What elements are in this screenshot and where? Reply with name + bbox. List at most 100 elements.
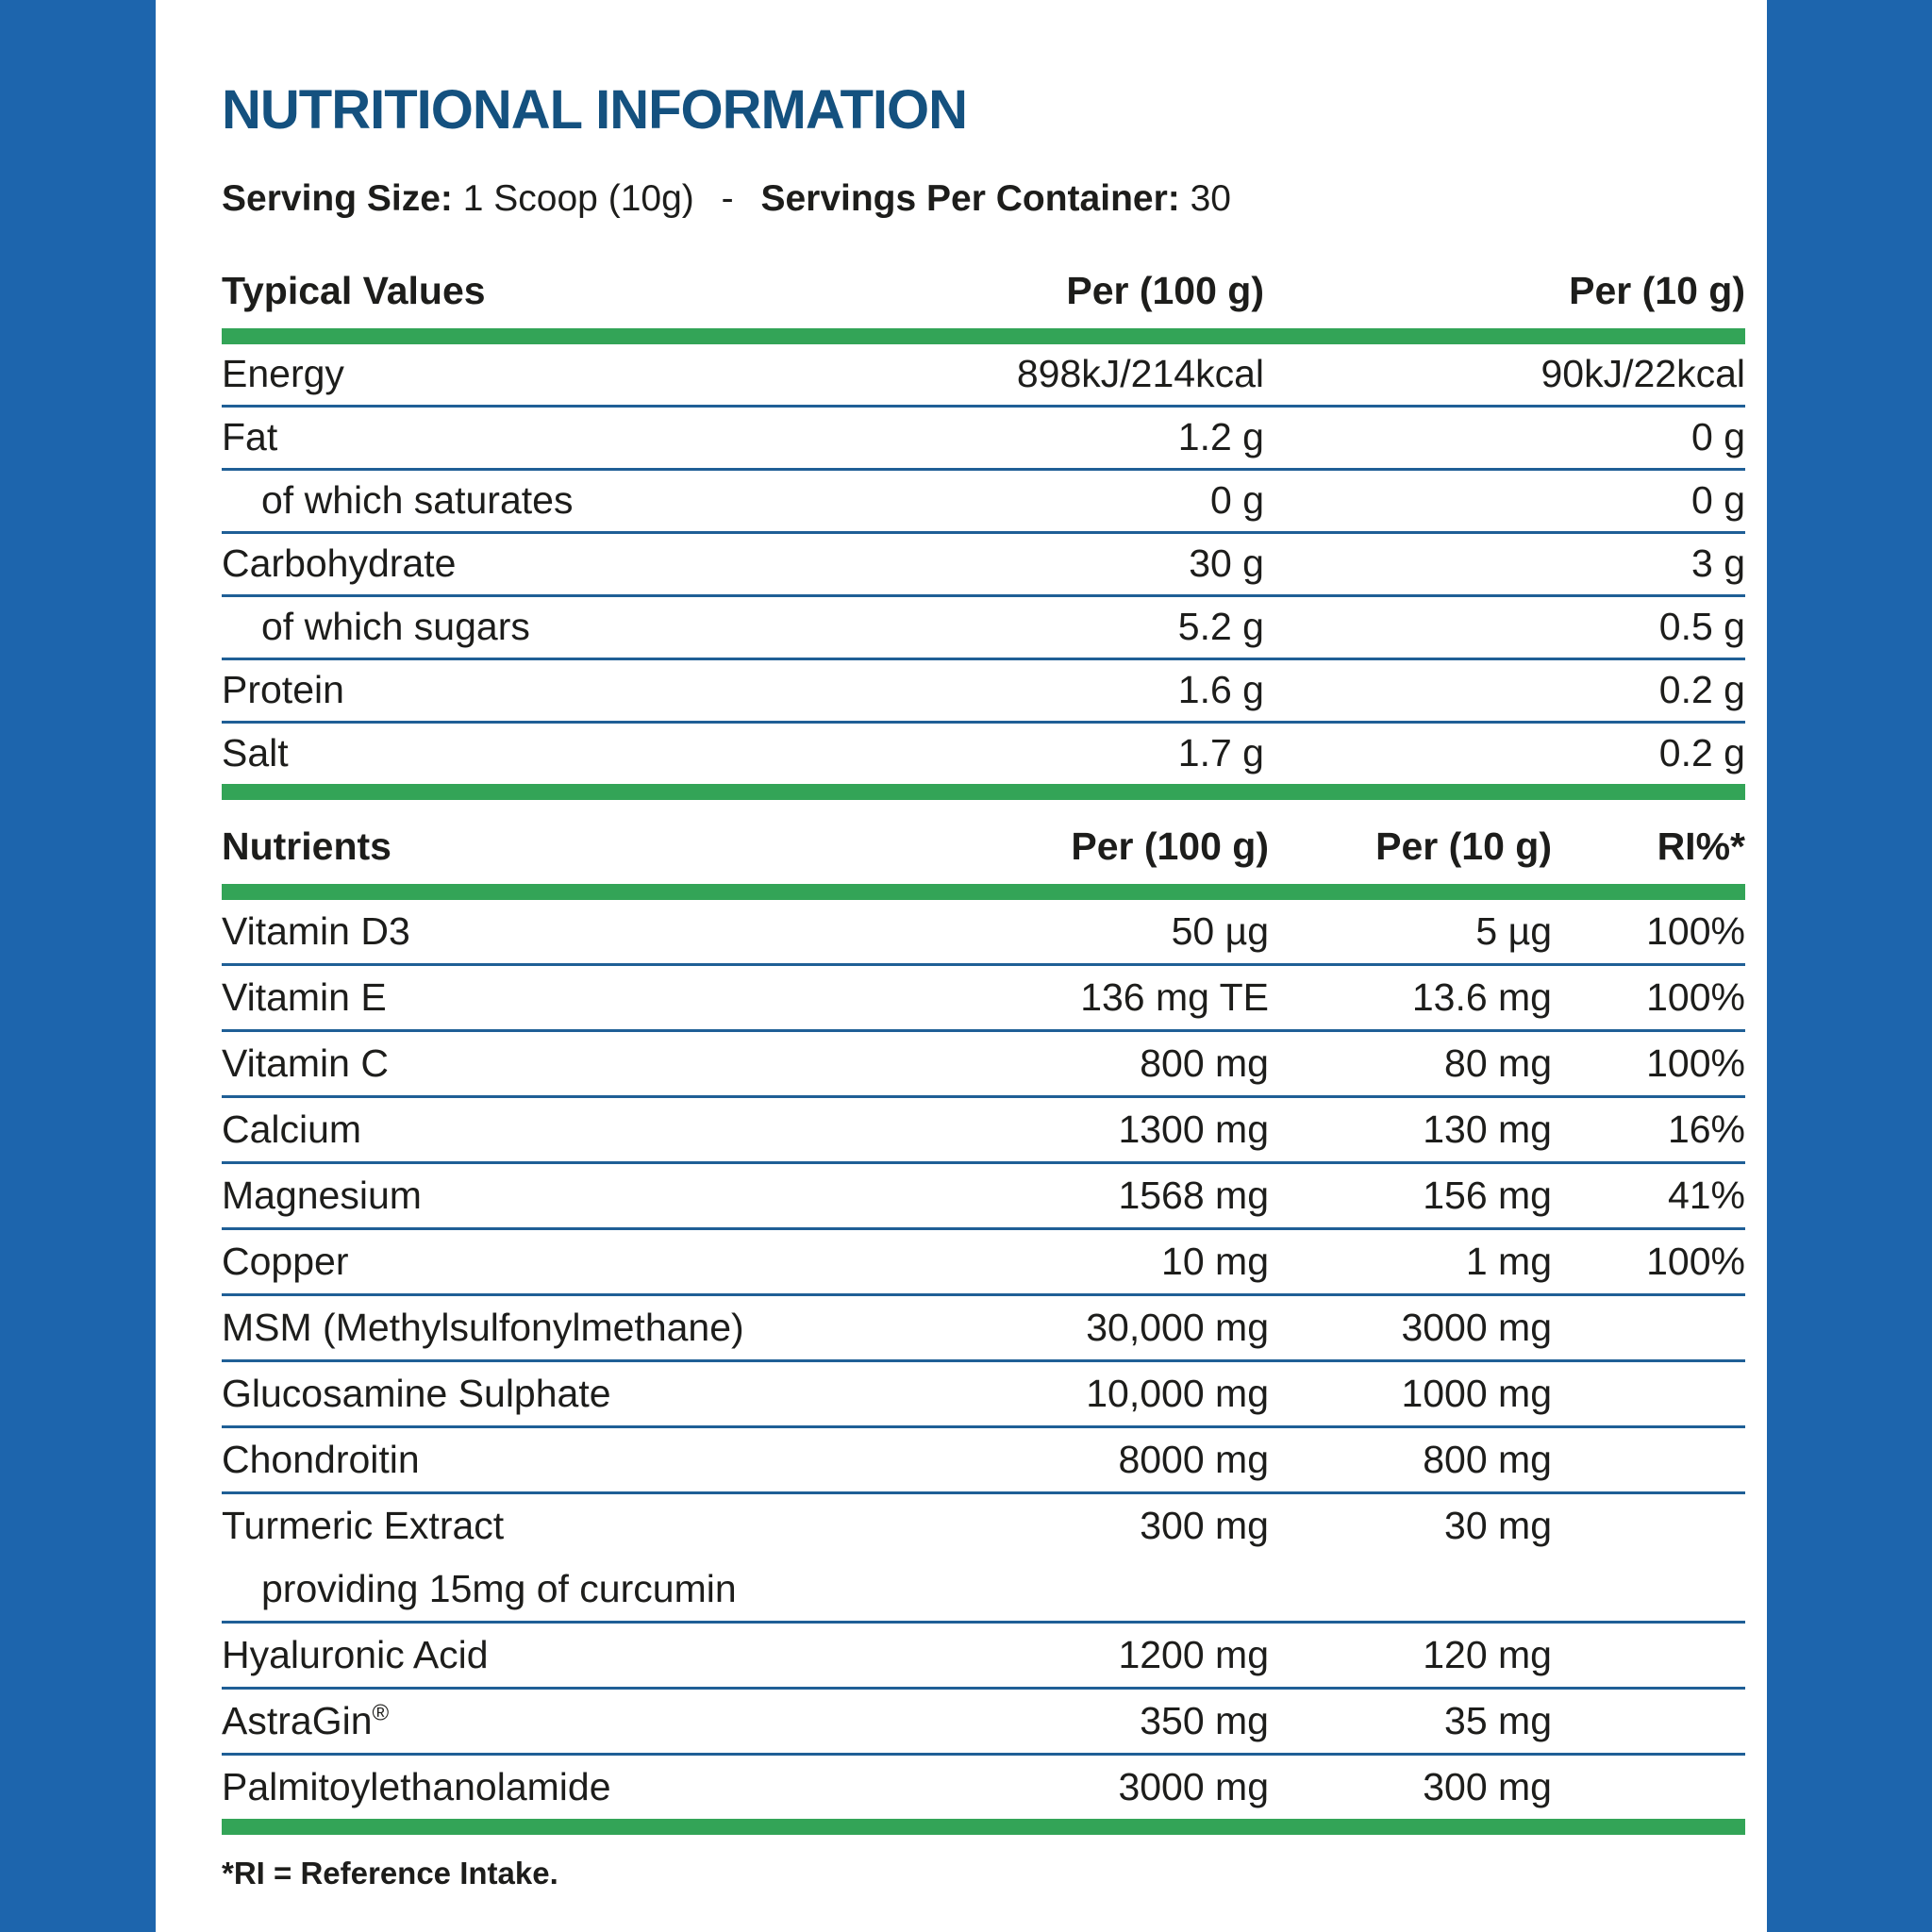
per-100g-value: 8000 mg bbox=[1118, 1437, 1269, 1481]
per-10g-value: 0.2 g bbox=[1658, 731, 1745, 775]
table-row-main: Palmitoylethanolamide 3000 mg 300 mg bbox=[222, 1756, 1745, 1819]
table-row: Turmeric Extract 300 mg 30 mg providing 15m… bbox=[222, 1494, 1745, 1624]
per-10g-value: 800 mg bbox=[1423, 1437, 1552, 1481]
table-row-main: Magnesium 1568 mg 156 mg 41% bbox=[222, 1164, 1745, 1227]
left-frame-bar bbox=[0, 0, 156, 1932]
ri-percent-value: 100% bbox=[1646, 1239, 1745, 1283]
per-10g-value: 3000 mg bbox=[1401, 1305, 1552, 1349]
per-10g-header: Per (10 g) bbox=[1375, 824, 1552, 868]
typical-values-header-row: Typical Values Per (100 g) Per (10 g) bbox=[222, 269, 1745, 328]
row-label: Fat bbox=[222, 415, 278, 459]
table-row-main: Vitamin C 800 mg 80 mg 100% bbox=[222, 1032, 1745, 1095]
table-row: Palmitoylethanolamide 3000 mg 300 mg bbox=[222, 1756, 1745, 1819]
nutrients-table: Vitamin D3 50 µg 5 µg 100% Vitamin E 136 mg T… bbox=[222, 900, 1745, 1819]
nutrients-header-row: Nutrients Per (100 g) Per (10 g) RI%* bbox=[222, 800, 1745, 884]
table-row-main: Vitamin D3 50 µg 5 µg 100% bbox=[222, 900, 1745, 963]
per-10g-value: 3 g bbox=[1691, 541, 1745, 586]
typical-values-table: Energy 898kJ/214kcal 90kJ/22kcal Fat 1.2 g 0 … bbox=[222, 344, 1745, 784]
per-100g-value: 1300 mg bbox=[1118, 1107, 1269, 1151]
right-frame-bar bbox=[1767, 0, 1932, 1932]
per-10g-value: 0.2 g bbox=[1658, 668, 1745, 712]
row-label: Carbohydrate bbox=[222, 541, 457, 586]
per-100g-value: 10 mg bbox=[1161, 1239, 1269, 1283]
table-row-main: Chondroitin 8000 mg 800 mg bbox=[222, 1428, 1745, 1491]
per-10g-value: 0.5 g bbox=[1658, 605, 1745, 649]
row-label: Protein bbox=[222, 668, 344, 712]
ri-percent-value: 41% bbox=[1667, 1173, 1745, 1217]
table-row-main: MSM (Methylsulfonylmethane) 30,000 mg 3000… bbox=[222, 1296, 1745, 1359]
row-label: MSM (Methylsulfonylmethane) bbox=[222, 1305, 744, 1349]
table-row: MSM (Methylsulfonylmethane) 30,000 mg 3000… bbox=[222, 1296, 1745, 1362]
per-100g-value: 300 mg bbox=[1140, 1503, 1269, 1547]
green-divider-bar bbox=[222, 883, 1745, 900]
per-10g-value: 1000 mg bbox=[1401, 1371, 1552, 1415]
table-row-main: Copper 10 mg 1 mg 100% bbox=[222, 1230, 1745, 1293]
ri-percent-value: 100% bbox=[1646, 974, 1745, 1019]
table-row-main: Vitamin E 136 mg TE 13.6 mg 100% bbox=[222, 966, 1745, 1029]
row-label: Salt bbox=[222, 731, 289, 775]
per-100g-value: 1.7 g bbox=[1177, 731, 1264, 775]
green-divider-bar bbox=[222, 783, 1745, 800]
row-label: Chondroitin bbox=[222, 1437, 420, 1481]
table-row: Energy 898kJ/214kcal 90kJ/22kcal bbox=[222, 344, 1745, 408]
table-row: Copper 10 mg 1 mg 100% bbox=[222, 1230, 1745, 1296]
row-subline: providing 15mg of curcumin bbox=[222, 1557, 1745, 1621]
ri-percent-header: RI%* bbox=[1657, 824, 1745, 868]
row-label: Vitamin D3 bbox=[222, 908, 410, 953]
per-100g-value: 1.6 g bbox=[1177, 668, 1264, 712]
registered-trademark-symbol: ® bbox=[372, 1700, 390, 1726]
per-10g-value: 156 mg bbox=[1423, 1173, 1552, 1217]
row-label: Vitamin C bbox=[222, 1041, 389, 1085]
row-label: Glucosamine Sulphate bbox=[222, 1371, 611, 1415]
table-row: Glucosamine Sulphate 10,000 mg 1000 mg bbox=[222, 1362, 1745, 1428]
table-row: Calcium 1300 mg 130 mg 16% bbox=[222, 1098, 1745, 1164]
page-title: NUTRITIONAL INFORMATION bbox=[222, 79, 968, 141]
table-row: Protein 1.6 g 0.2 g bbox=[222, 660, 1745, 724]
row-sub-label: providing 15mg of curcumin bbox=[261, 1566, 737, 1610]
per-10g-value: 0 g bbox=[1691, 415, 1745, 459]
serving-info: Serving Size: 1 Scoop (10g) - Servings P… bbox=[222, 178, 1745, 220]
row-label: of which sugars bbox=[261, 605, 530, 649]
reference-intake-footnote: *RI = Reference Intake. bbox=[222, 1855, 558, 1890]
per-10g-value: 130 mg bbox=[1423, 1107, 1552, 1151]
per-10g-value: 300 mg bbox=[1423, 1764, 1552, 1808]
per-100g-value: 3000 mg bbox=[1118, 1764, 1269, 1808]
per-100g-header: Per (100 g) bbox=[1066, 268, 1264, 312]
per-10g-value: 90kJ/22kcal bbox=[1541, 352, 1745, 396]
table-row: AstraGin® 350 mg 35 mg bbox=[222, 1690, 1745, 1756]
per-10g-header: Per (10 g) bbox=[1569, 268, 1745, 312]
per-10g-value: 0 g bbox=[1691, 478, 1745, 523]
table-row-main: Calcium 1300 mg 130 mg 16% bbox=[222, 1098, 1745, 1161]
per-100g-value: 350 mg bbox=[1140, 1698, 1269, 1742]
per-10g-value: 1 mg bbox=[1465, 1239, 1552, 1283]
green-divider-bar bbox=[222, 327, 1745, 344]
table-row: of which sugars 5.2 g 0.5 g bbox=[222, 597, 1745, 660]
row-label: Magnesium bbox=[222, 1173, 422, 1217]
per-10g-value: 120 mg bbox=[1423, 1632, 1552, 1676]
nutrients-header: Nutrients bbox=[222, 824, 391, 868]
per-10g-value: 35 mg bbox=[1444, 1698, 1552, 1742]
serving-size-label: Serving Size: bbox=[222, 178, 453, 219]
per-100g-value: 30 g bbox=[1189, 541, 1264, 586]
nutrition-label: NUTRITIONAL INFORMATION Serving Size: 1 … bbox=[156, 0, 1767, 1932]
table-row: Vitamin C 800 mg 80 mg 100% bbox=[222, 1032, 1745, 1098]
per-100g-value: 30,000 mg bbox=[1086, 1305, 1269, 1349]
row-label: Vitamin E bbox=[222, 974, 387, 1019]
per-10g-value: 80 mg bbox=[1444, 1041, 1552, 1085]
table-row-main: Glucosamine Sulphate 10,000 mg 1000 mg bbox=[222, 1362, 1745, 1425]
per-10g-value: 30 mg bbox=[1444, 1503, 1552, 1547]
table-row-main: AstraGin® 350 mg 35 mg bbox=[222, 1690, 1745, 1753]
row-label: Turmeric Extract bbox=[222, 1503, 505, 1547]
per-100g-value: 898kJ/214kcal bbox=[1016, 352, 1264, 396]
table-row: Fat 1.2 g 0 g bbox=[222, 408, 1745, 471]
table-row: Chondroitin 8000 mg 800 mg bbox=[222, 1428, 1745, 1494]
per-10g-value: 13.6 mg bbox=[1411, 974, 1552, 1019]
typical-values-header: Typical Values bbox=[222, 268, 486, 312]
serving-separator: - bbox=[721, 178, 734, 219]
table-row: Hyaluronic Acid 1200 mg 120 mg bbox=[222, 1624, 1745, 1690]
ri-percent-value: 100% bbox=[1646, 1041, 1745, 1085]
row-label: Palmitoylethanolamide bbox=[222, 1764, 611, 1808]
ri-percent-value: 100% bbox=[1646, 908, 1745, 953]
table-row-main: Turmeric Extract 300 mg 30 mg bbox=[222, 1494, 1745, 1557]
servings-per-container-label: Servings Per Container: bbox=[760, 178, 1180, 219]
